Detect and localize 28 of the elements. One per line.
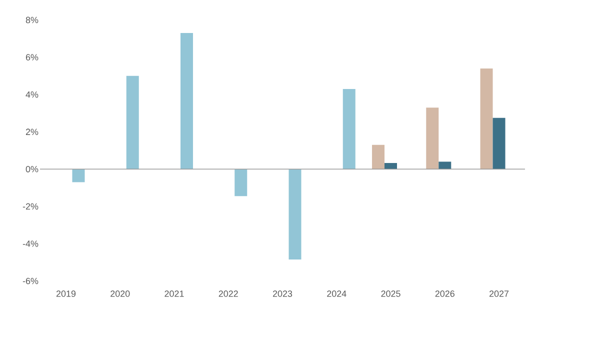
x-tick-label: 2021 xyxy=(164,290,184,297)
y-tick-label: 8% xyxy=(26,16,38,24)
bar xyxy=(126,76,139,170)
y-tick-label: 4% xyxy=(26,91,38,98)
bar xyxy=(492,118,506,170)
x-tick-label: 2027 xyxy=(490,290,509,297)
bar xyxy=(438,162,452,170)
bar xyxy=(342,88,356,170)
y-tick-label: 0% xyxy=(26,166,38,172)
x-tick-label: 2020 xyxy=(110,290,130,297)
bar xyxy=(372,144,385,170)
bar xyxy=(480,68,493,170)
bar xyxy=(72,169,85,182)
bar xyxy=(234,169,248,196)
y-tick-label: -2% xyxy=(22,203,38,210)
y-tick-label: 6% xyxy=(26,54,38,60)
y-tick-label: -4% xyxy=(22,240,38,247)
bar xyxy=(426,108,439,170)
x-tick-label: 2026 xyxy=(435,290,454,297)
x-tick-label: 2024 xyxy=(327,290,346,297)
x-tick-label: 2025 xyxy=(381,290,400,297)
bar xyxy=(180,33,193,170)
x-tick-label: 2022 xyxy=(218,290,238,297)
bar xyxy=(288,169,302,260)
x-tick-label: 2019 xyxy=(56,290,76,297)
x-tick-label: 2023 xyxy=(272,290,292,297)
y-tick-label: -6% xyxy=(22,278,38,284)
y-tick-label: 2% xyxy=(26,128,38,135)
